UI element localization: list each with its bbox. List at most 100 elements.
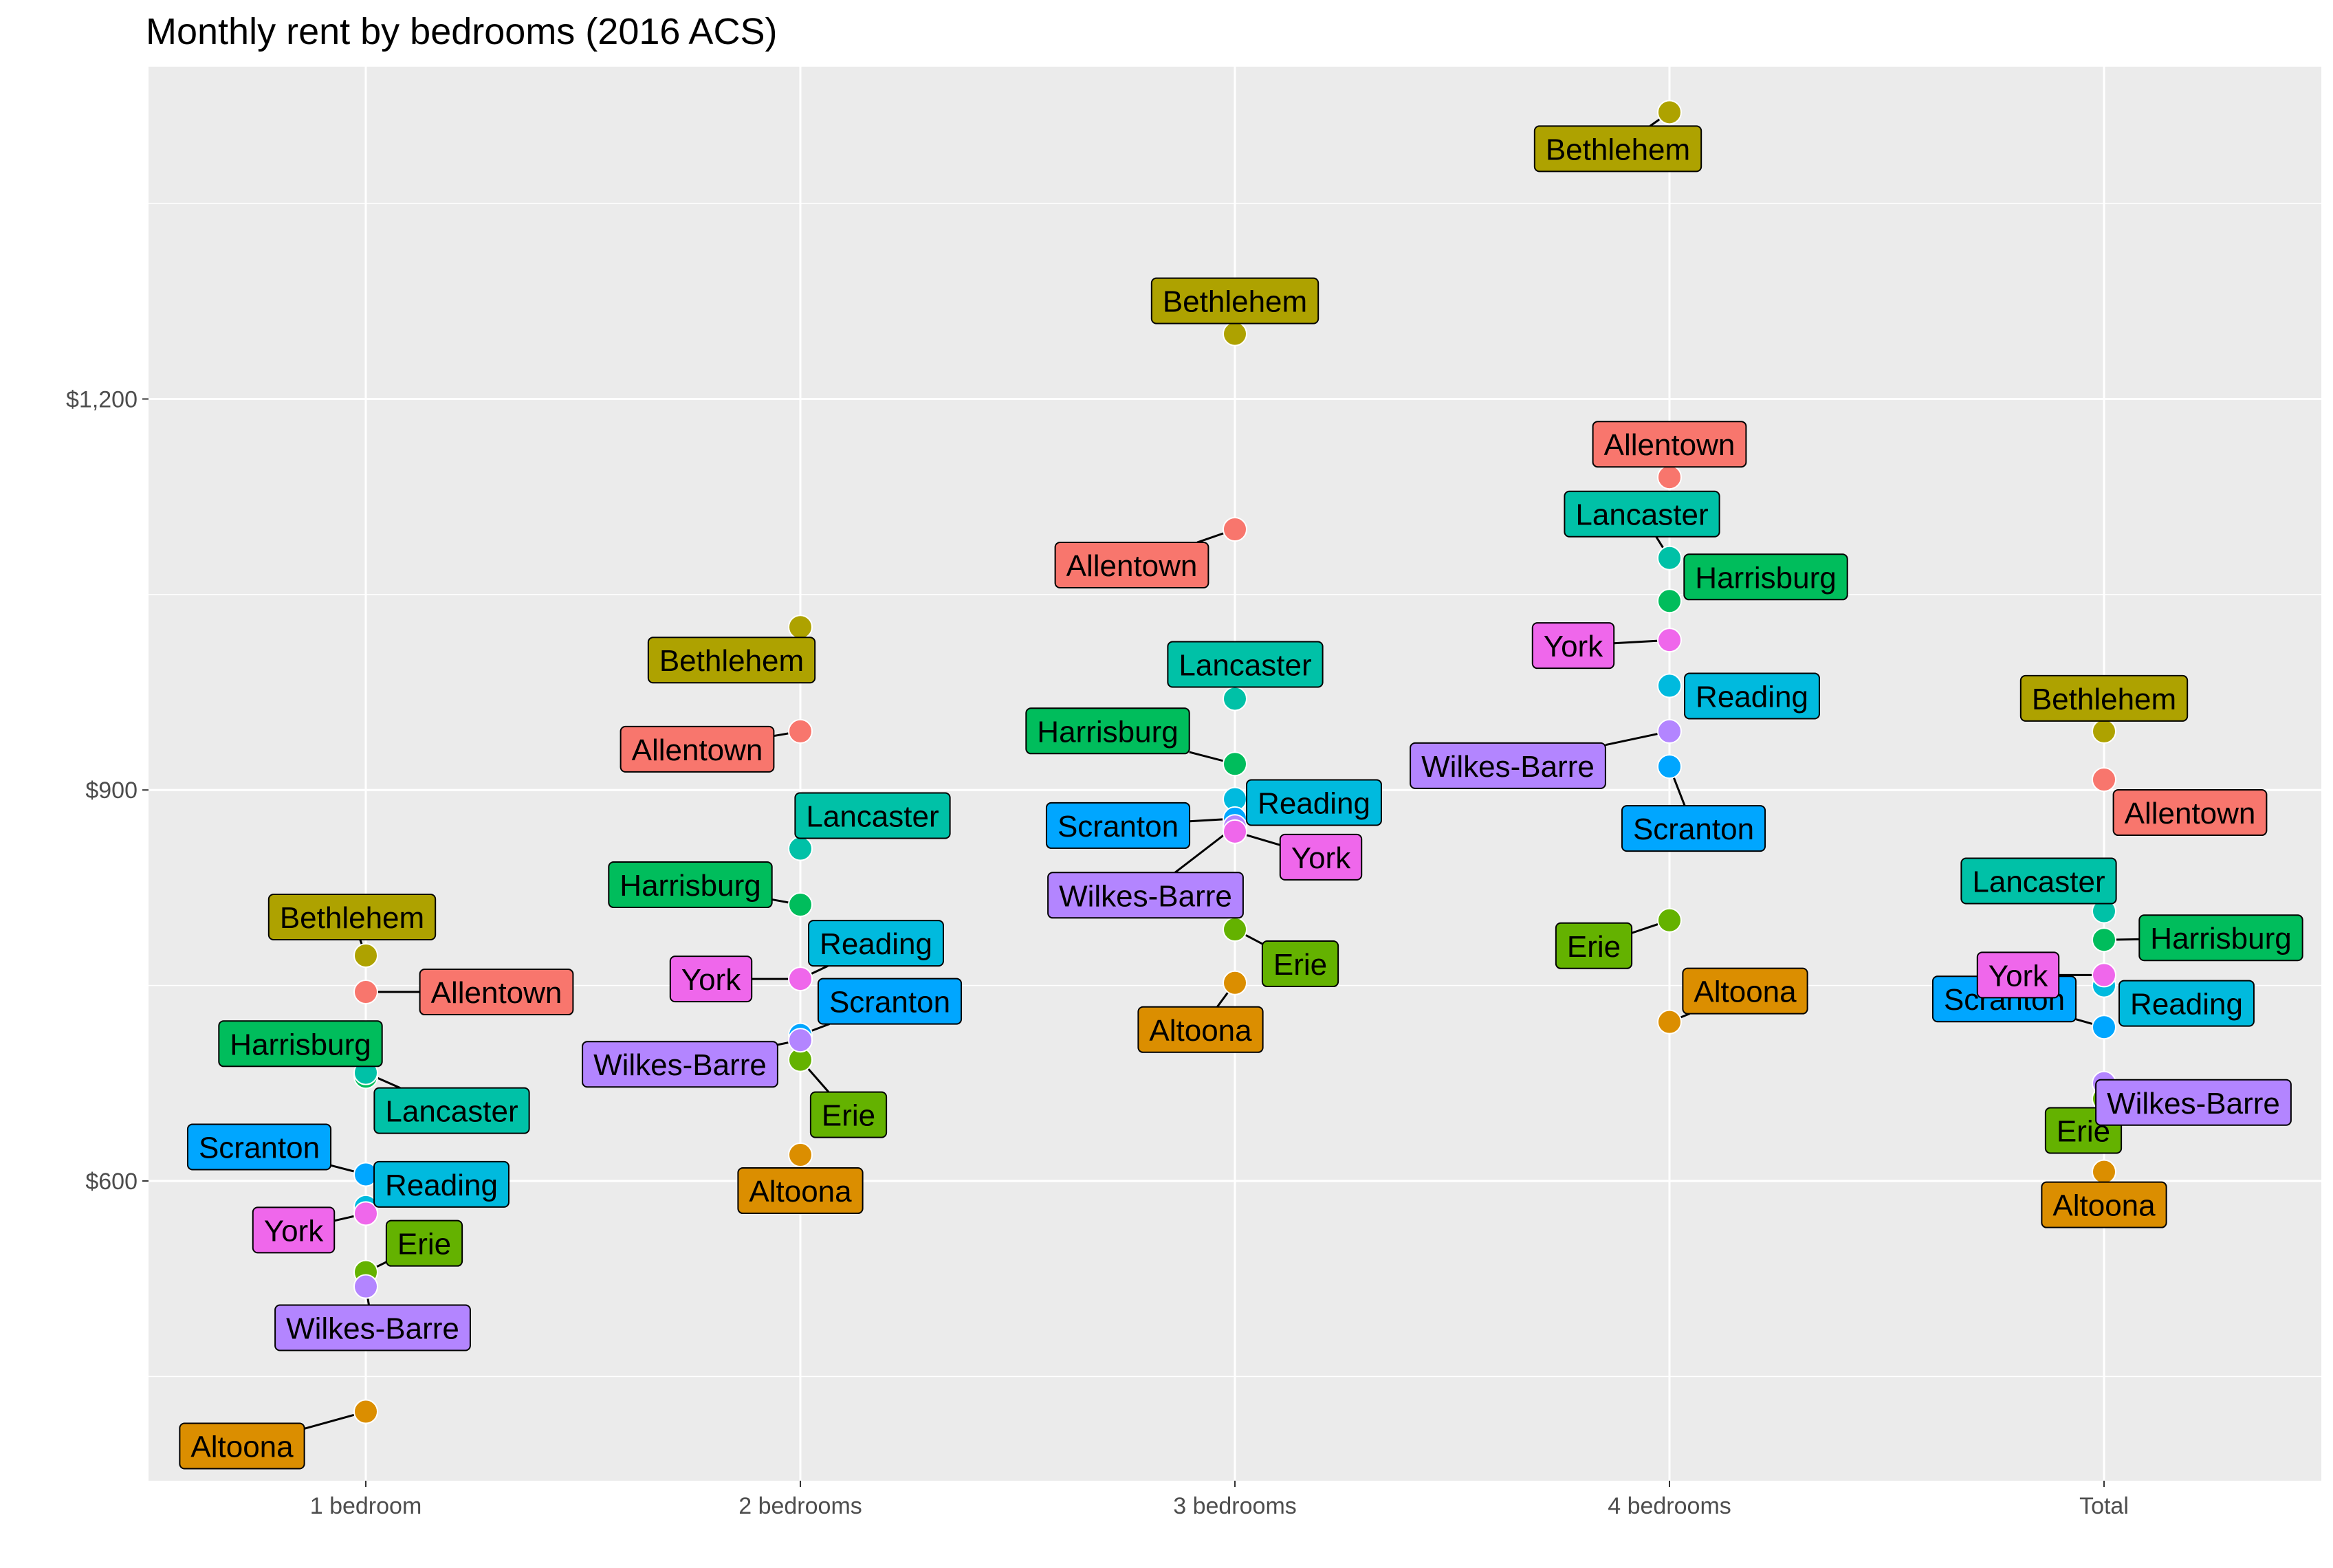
data-label-reading: Reading [808,920,944,967]
point-bethlehem [788,615,813,640]
point-bethlehem [2092,718,2116,744]
label-box [669,956,753,1003]
data-label-altoona: Altoona [2041,1181,2167,1228]
label-box [1410,742,1606,789]
data-label-reading: Reading [1246,779,1382,826]
label-text: Harrisburg [1695,561,1836,595]
label-text: Wilkes-Barre [2107,1087,2280,1120]
label-box [1150,277,1319,324]
data-label-erie: Erie [809,1091,888,1138]
data-label-york: York [252,1206,336,1254]
label-box [1683,553,1848,601]
label-text: Scranton [829,986,950,1019]
label-text: Lancaster [385,1095,518,1129]
label-text: Bethlehem [1546,133,1690,166]
data-label-altoona: Altoona [737,1167,864,1215]
label-box [1167,641,1324,688]
x-tick-label: 3 bedrooms [1173,1493,1297,1519]
label-text: Harrisburg [1037,715,1178,749]
data-label-bethlehem: Bethlehem [267,893,437,940]
label-text: Altoona [2052,1189,2156,1223]
label-text: Allentown [1604,428,1735,462]
point-wilkes-barre [788,1028,813,1053]
point-allentown [2092,767,2116,793]
label-box [2041,1181,2167,1228]
label-text: Altoona [190,1431,294,1464]
point-harrisburg [1223,751,1247,777]
data-label-erie: Erie [2044,1107,2123,1154]
data-label-allentown: Allentown [1592,421,1747,468]
point-allentown [1223,517,1247,542]
label-text: Erie [822,1099,875,1133]
point-altoona [1223,970,1247,995]
label-text: Bethlehem [280,901,424,935]
label-text: Lancaster [1575,498,1708,532]
label-text: Altoona [1149,1014,1252,1048]
label-box [2095,1079,2292,1126]
label-text: Allentown [632,733,763,767]
point-bethlehem [353,942,378,968]
label-box [1025,707,1190,755]
point-scranton [1657,754,1682,780]
point-york [1223,819,1247,844]
label-box [186,1123,332,1171]
label-box [274,1304,471,1351]
point-allentown [1657,465,1682,490]
point-altoona [788,1142,813,1168]
point-reading [1657,673,1682,698]
label-box [252,1206,336,1254]
label-text: Reading [820,927,932,961]
label-text: York [681,963,741,997]
data-label-scranton: Scranton [1045,802,1191,849]
label-text: Wilkes-Barre [1421,750,1595,784]
label-text: Erie [1567,930,1621,964]
label-text: Erie [1273,948,1327,982]
label-box [808,920,944,967]
data-label-erie: Erie [1555,922,1633,969]
x-tick-label: 1 bedroom [310,1493,422,1519]
label-box [385,1219,463,1267]
label-box [1621,805,1766,852]
data-label-lancaster: Lancaster [373,1087,530,1134]
label-box [620,725,775,773]
point-york [2092,962,2116,988]
label-box [817,978,963,1025]
label-text: Scranton [1633,813,1754,846]
label-box [794,792,951,839]
label-box [647,637,816,684]
label-box [179,1422,305,1470]
data-label-harrisburg: Harrisburg [1025,707,1190,755]
label-box [419,969,574,1016]
data-label-york: York [669,956,753,1003]
label-box [1246,779,1382,826]
label-text: Erie [397,1228,451,1261]
label-text: Allentown [431,976,562,1010]
label-box [1533,125,1702,173]
label-text: Bethlehem [659,644,804,678]
label-text: Harrisburg [2150,922,2291,956]
label-box [1045,802,1191,849]
data-label-york: York [1279,833,1363,881]
point-lancaster [1223,686,1247,711]
label-box [2138,914,2303,962]
label-text: Lancaster [806,800,939,834]
data-label-reading: Reading [2118,980,2255,1027]
point-york [1657,628,1682,653]
label-box [373,1087,530,1134]
label-box [608,861,773,909]
label-text: Wilkes-Barre [593,1048,767,1082]
data-label-erie: Erie [1261,940,1339,988]
label-box [2112,789,2268,837]
label-text: Reading [385,1169,498,1202]
label-text: Bethlehem [2032,683,2176,716]
label-box [218,1020,383,1068]
label-box [1976,951,2060,999]
data-label-allentown: Allentown [1054,542,1209,589]
point-harrisburg [1657,588,1682,614]
data-label-lancaster: Lancaster [794,792,951,839]
data-label-wilkes-barre: Wilkes-Barre [582,1041,778,1088]
point-scranton [2092,1015,2116,1040]
label-text: York [264,1214,324,1248]
chart-title: Monthly rent by bedrooms (2016 ACS) [146,11,777,52]
label-box [1555,922,1633,969]
